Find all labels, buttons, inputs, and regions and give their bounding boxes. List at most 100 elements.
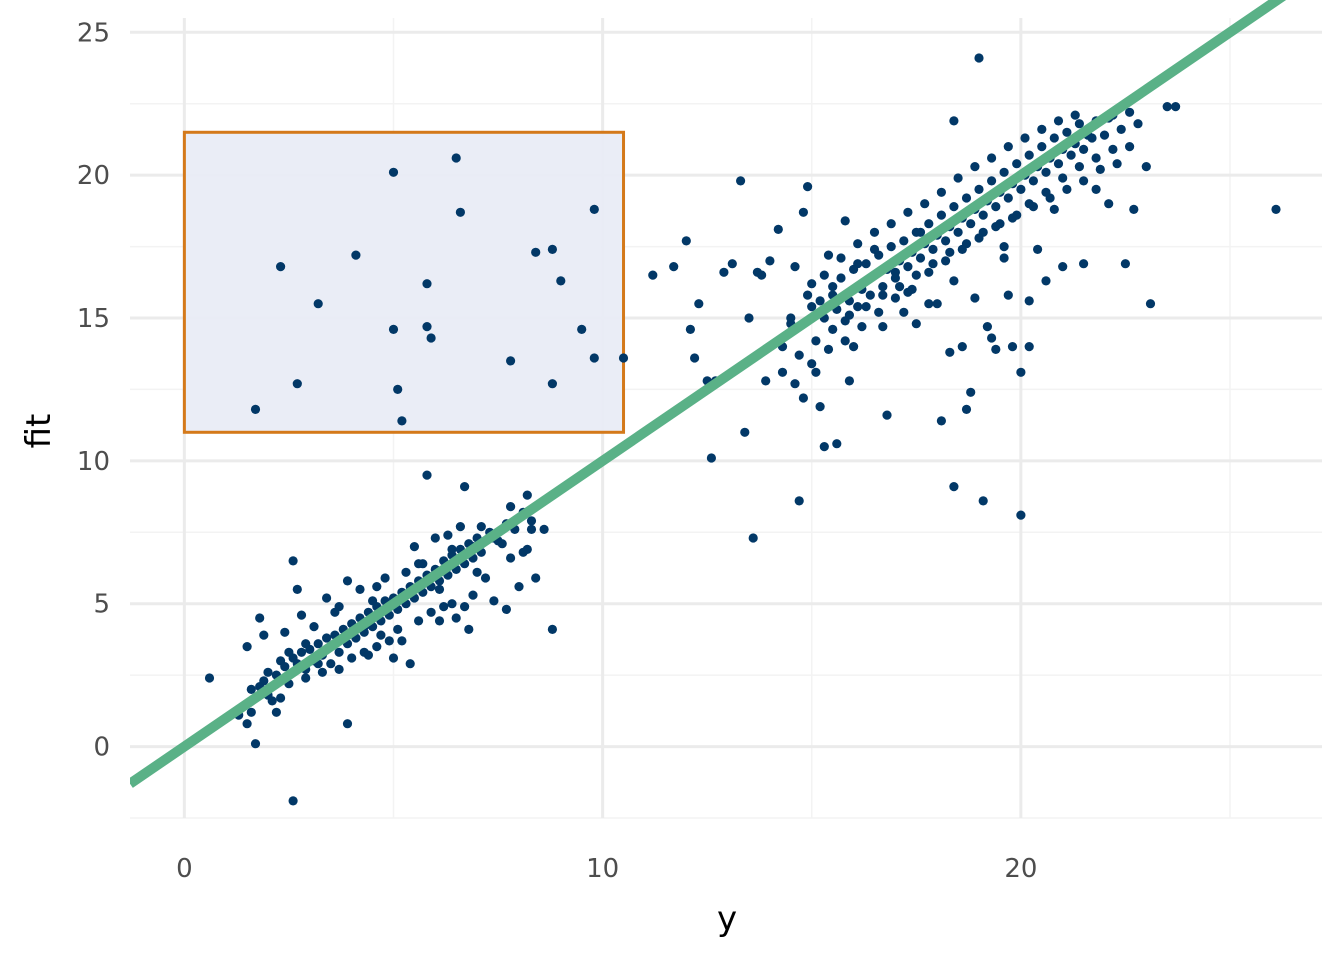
data-point bbox=[974, 233, 984, 243]
data-point bbox=[828, 324, 838, 334]
data-point bbox=[388, 653, 399, 663]
data-point bbox=[819, 270, 829, 280]
y-tick-label: 10 bbox=[77, 447, 110, 477]
data-point bbox=[832, 439, 842, 449]
data-point bbox=[326, 659, 336, 669]
data-point bbox=[506, 356, 516, 366]
data-point bbox=[204, 673, 215, 683]
data-point bbox=[1104, 199, 1114, 209]
data-point bbox=[1024, 150, 1034, 160]
data-point bbox=[849, 342, 859, 352]
data-point bbox=[577, 324, 587, 334]
data-point bbox=[987, 333, 997, 343]
data-point bbox=[1020, 133, 1030, 143]
data-point bbox=[932, 299, 942, 309]
data-point bbox=[443, 530, 453, 540]
data-point bbox=[1024, 199, 1034, 209]
data-point bbox=[853, 302, 863, 312]
data-point bbox=[878, 290, 888, 300]
data-point bbox=[409, 542, 419, 552]
data-point bbox=[455, 522, 465, 532]
data-point bbox=[472, 567, 482, 577]
data-point bbox=[840, 216, 850, 226]
data-point bbox=[941, 236, 951, 246]
data-point bbox=[874, 307, 884, 317]
data-point bbox=[1053, 159, 1064, 169]
data-point bbox=[1003, 290, 1013, 300]
data-point bbox=[276, 693, 286, 703]
data-point bbox=[807, 279, 817, 289]
data-point bbox=[903, 262, 913, 272]
data-point bbox=[681, 236, 691, 246]
data-point bbox=[878, 322, 888, 332]
data-point bbox=[857, 322, 867, 332]
data-point bbox=[807, 359, 817, 369]
data-point bbox=[823, 250, 834, 260]
data-point bbox=[1079, 144, 1089, 154]
y-axis-title: fit bbox=[19, 414, 59, 449]
data-point bbox=[288, 796, 298, 806]
data-point bbox=[1041, 167, 1051, 177]
data-point bbox=[823, 344, 834, 354]
data-point bbox=[957, 342, 967, 352]
data-point bbox=[869, 227, 880, 237]
data-point bbox=[874, 250, 884, 260]
data-point bbox=[322, 593, 332, 603]
data-point bbox=[1049, 133, 1059, 143]
data-point bbox=[301, 639, 311, 649]
data-point bbox=[978, 496, 988, 506]
data-point bbox=[347, 653, 357, 663]
data-point bbox=[313, 299, 323, 309]
data-point bbox=[1074, 119, 1084, 129]
data-point bbox=[514, 582, 524, 592]
data-point bbox=[334, 664, 344, 675]
data-point bbox=[309, 622, 319, 632]
data-point bbox=[777, 367, 788, 377]
data-point bbox=[819, 442, 829, 452]
data-point bbox=[1162, 102, 1172, 112]
data-point bbox=[991, 202, 1001, 212]
data-point bbox=[547, 244, 558, 254]
data-point bbox=[506, 502, 516, 512]
y-tick-label: 20 bbox=[77, 161, 110, 191]
data-point bbox=[451, 613, 461, 623]
data-point bbox=[372, 642, 382, 652]
data-point bbox=[790, 379, 800, 389]
data-point bbox=[740, 427, 750, 437]
data-point bbox=[1028, 176, 1038, 186]
data-point bbox=[844, 310, 855, 320]
data-point bbox=[405, 659, 415, 669]
data-point bbox=[1141, 162, 1151, 172]
fit-line bbox=[130, 0, 1287, 788]
data-point bbox=[1033, 244, 1043, 254]
data-point bbox=[414, 559, 424, 569]
data-point bbox=[242, 719, 252, 729]
data-point bbox=[882, 410, 892, 420]
data-point bbox=[903, 207, 913, 217]
data-point bbox=[853, 239, 863, 249]
data-point bbox=[476, 522, 486, 532]
data-point bbox=[1037, 124, 1047, 134]
data-point bbox=[982, 322, 993, 332]
data-point bbox=[618, 353, 629, 363]
data-point bbox=[836, 273, 846, 283]
data-point bbox=[727, 259, 737, 269]
data-point bbox=[422, 279, 432, 289]
y-tick-label: 5 bbox=[93, 590, 110, 620]
data-point bbox=[1003, 193, 1013, 203]
data-point bbox=[355, 584, 365, 595]
data-point bbox=[1091, 153, 1101, 163]
data-point bbox=[547, 379, 558, 389]
data-point bbox=[949, 482, 959, 492]
data-point bbox=[1116, 124, 1126, 134]
data-point bbox=[899, 307, 909, 317]
data-point bbox=[526, 524, 537, 535]
data-point bbox=[961, 193, 972, 203]
data-point bbox=[1041, 276, 1051, 286]
data-point bbox=[949, 202, 959, 212]
x-axis-ticks: 0 10 20 bbox=[176, 854, 1037, 884]
data-point bbox=[1007, 213, 1018, 223]
data-point bbox=[1120, 259, 1130, 269]
data-point bbox=[928, 259, 938, 269]
data-point bbox=[878, 282, 888, 292]
